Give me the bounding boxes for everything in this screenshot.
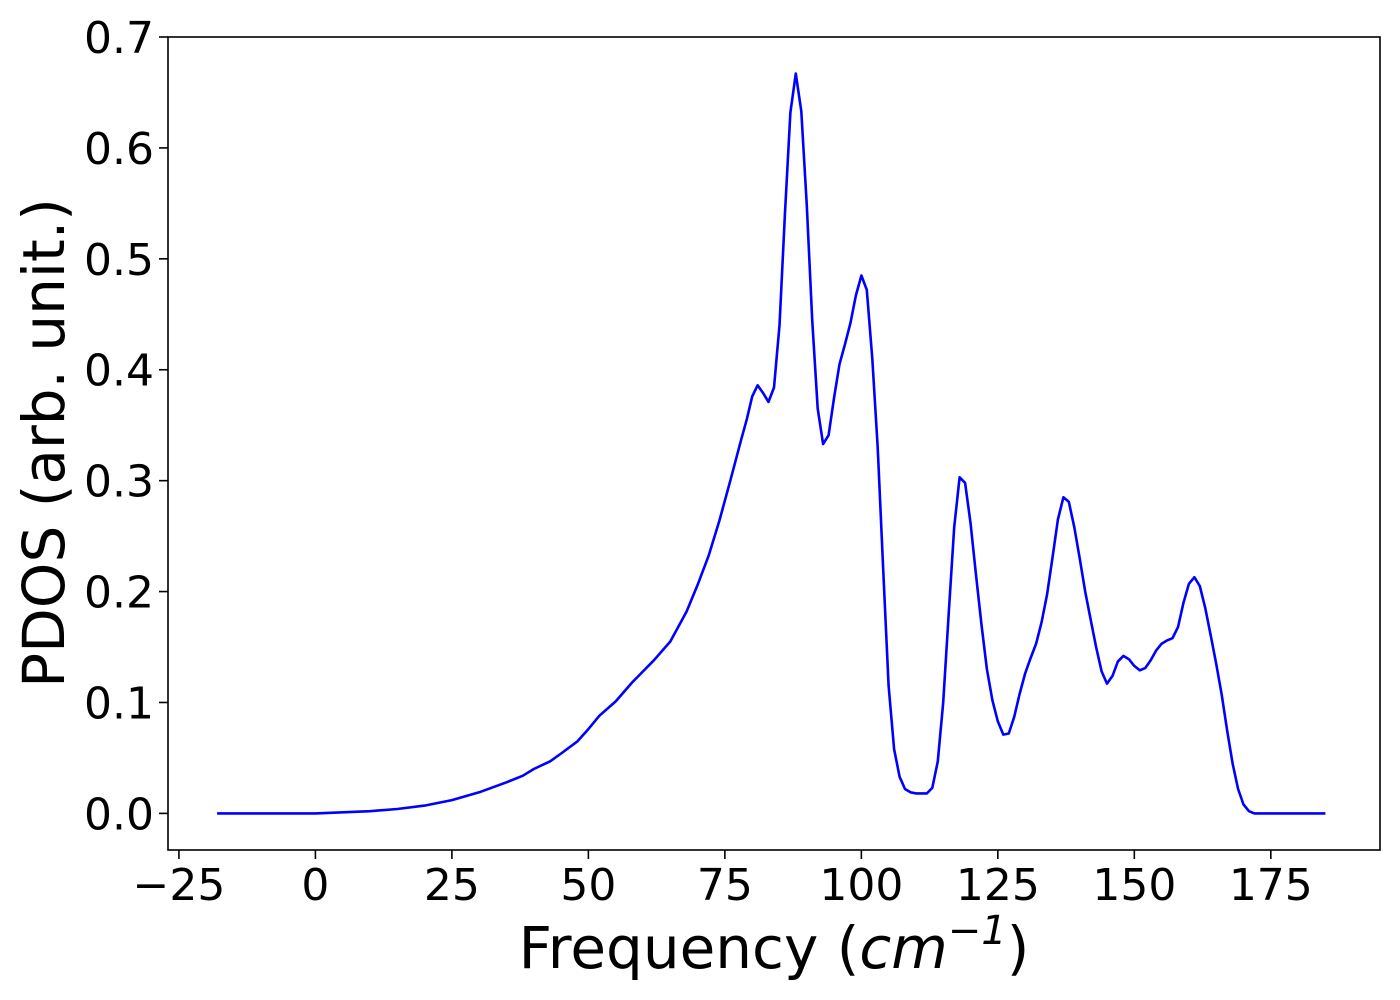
y-axis-ticks: 0.0 0.1 0.2 0.3 0.4 0.5 0.6 0.7 xyxy=(84,13,168,840)
y-tick-label: 0.4 xyxy=(84,346,154,397)
x-axis-ticks: −25 0 25 50 75 100 125 150 175 xyxy=(132,850,1313,911)
y-tick-label: 0.2 xyxy=(84,568,154,619)
pdos-series-line-0 xyxy=(217,72,1326,815)
y-axis-label: PDOS (arb. unit.) xyxy=(10,198,78,688)
x-tick-label: 50 xyxy=(560,860,616,911)
x-tick-label: 25 xyxy=(424,860,480,911)
y-tick-label: 0.3 xyxy=(84,457,154,508)
x-tick-label: 150 xyxy=(1092,860,1176,911)
x-tick-label: 0 xyxy=(301,860,329,911)
series-layer xyxy=(217,72,1326,815)
y-tick-label: 0.7 xyxy=(84,13,154,64)
plot-frame xyxy=(167,36,1381,851)
y-tick-label: 0.5 xyxy=(84,235,154,286)
x-tick-label: 175 xyxy=(1229,860,1313,911)
x-tick-label: −25 xyxy=(132,860,225,911)
x-tick-label: 125 xyxy=(956,860,1040,911)
y-tick-label: 0.1 xyxy=(84,678,154,729)
plot-background xyxy=(168,37,1380,850)
x-tick-label: 75 xyxy=(697,860,753,911)
y-tick-label: 0.0 xyxy=(84,789,154,840)
x-tick-label: 100 xyxy=(819,860,903,911)
x-axis-label: Frequency (cm−1) xyxy=(519,908,1030,982)
y-tick-label: 0.6 xyxy=(84,124,154,175)
